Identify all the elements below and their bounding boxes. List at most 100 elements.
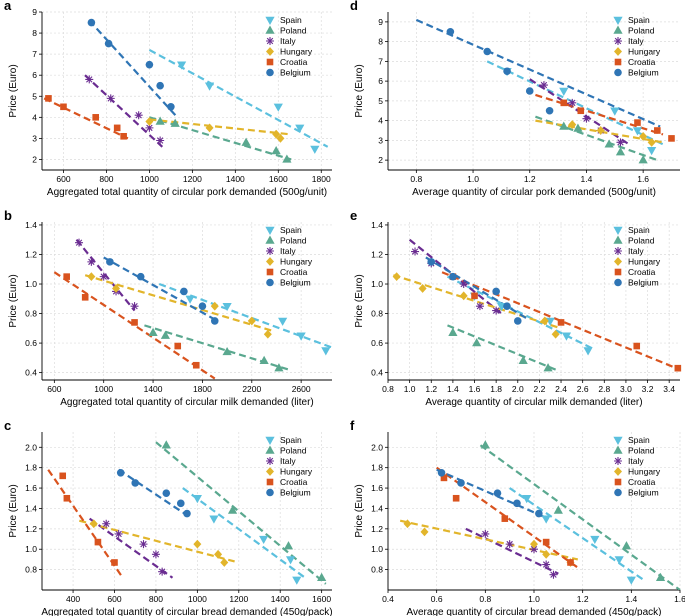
data-point [639, 132, 648, 141]
x-tick-label: 1.2 [577, 594, 589, 604]
data-point [134, 111, 143, 120]
y-tick-label: 0.6 [25, 338, 37, 348]
data-point [167, 103, 175, 111]
legend-label: Belgium [280, 68, 311, 78]
series-croatia [560, 99, 675, 142]
panel-e: e 0.8 1.0 1.2 1.4 1.6 1.8 2.0 2.2 2.4 2.6 2.8 3.0 3.2… [350, 208, 682, 408]
legend-marker-spain [265, 436, 275, 445]
data-point [259, 355, 269, 365]
x-tick-label: 600 [56, 174, 70, 184]
data-point [272, 129, 281, 139]
x-tick-label: 1800 [312, 174, 331, 184]
data-point [139, 540, 148, 549]
x-tick-label: 1800 [193, 384, 212, 394]
data-point [655, 572, 666, 581]
data-point [193, 539, 202, 549]
series-croatia [45, 95, 127, 140]
data-point [545, 106, 554, 115]
data-point [180, 287, 188, 296]
series-poland [148, 327, 284, 372]
legend-marker-spain [613, 226, 623, 235]
legend-label: Italy [628, 456, 644, 466]
data-point [481, 529, 490, 538]
legend-label: Italy [628, 246, 644, 256]
data-point [176, 499, 185, 508]
fit-line-croatia [441, 271, 681, 371]
legend-label: Poland [628, 446, 655, 456]
data-point [183, 509, 191, 518]
data-point [274, 363, 284, 372]
data-point [535, 509, 543, 518]
data-point [616, 138, 625, 147]
data-point [214, 549, 223, 559]
x-tick-label: 1000 [94, 384, 113, 394]
x-tick-label: 600 [47, 384, 61, 394]
data-point [292, 576, 302, 585]
y-tick-label: 5 [378, 96, 383, 106]
data-point [317, 572, 327, 581]
series-hungary [568, 120, 656, 147]
legend-marker-belgium [266, 68, 274, 77]
data-point [113, 124, 121, 132]
x-tick-label: 800 [99, 174, 113, 184]
data-point [112, 284, 121, 293]
data-point [614, 556, 624, 565]
data-point [420, 527, 429, 537]
x-tick-label: 3.0 [620, 384, 632, 394]
data-point [209, 515, 219, 524]
data-point [63, 494, 71, 502]
data-point [638, 155, 648, 164]
legend-marker-spain [613, 16, 623, 25]
x-tick-label: 2.6 [577, 384, 589, 394]
data-point [220, 558, 229, 567]
series-poland [559, 121, 648, 164]
data-point [114, 529, 123, 538]
series-poland [155, 116, 292, 163]
data-point [621, 541, 632, 550]
data-point [522, 495, 532, 504]
data-point [156, 136, 165, 145]
fit-line-croatia [53, 271, 216, 380]
legend-label: Italy [280, 456, 296, 466]
panel-b: b 600 1000 1400 1800 2200 2600 0.4 0.6 0.8 1.0 1.2 1… [4, 208, 333, 408]
y-tick-label: 3 [378, 135, 383, 145]
data-point [632, 127, 643, 136]
x-tick-label: 1.0 [467, 174, 479, 184]
grid [42, 222, 332, 380]
data-point [471, 292, 478, 300]
data-point [81, 294, 89, 301]
legend-label: Spain [628, 15, 650, 25]
series-spain [192, 495, 302, 585]
series-hungary [392, 272, 560, 339]
series-spain [177, 61, 320, 154]
legend-marker-spain [613, 436, 623, 445]
data-point [674, 364, 682, 372]
x-tick-label: 1.0 [528, 594, 540, 604]
data-point [151, 550, 160, 559]
x-tick-label: 1400 [226, 174, 245, 184]
data-point [633, 342, 641, 350]
data-point [145, 117, 154, 126]
data-point [198, 302, 207, 310]
data-point [577, 107, 585, 115]
data-point [392, 272, 401, 282]
data-point [276, 134, 285, 143]
data-point [492, 306, 501, 315]
legend-marker-croatia [266, 58, 274, 66]
x-tick-label: 2.4 [555, 384, 567, 394]
data-point [542, 549, 551, 559]
x-tick-label: 1600 [269, 174, 288, 184]
data-point [120, 132, 127, 140]
series-hungary [89, 519, 229, 567]
legend-marker-poland [265, 235, 275, 244]
data-point [75, 238, 84, 247]
data-point [145, 123, 154, 132]
data-point [116, 468, 125, 477]
data-point [542, 538, 550, 546]
data-point [557, 319, 565, 326]
data-point [634, 119, 641, 126]
data-point [582, 114, 591, 123]
